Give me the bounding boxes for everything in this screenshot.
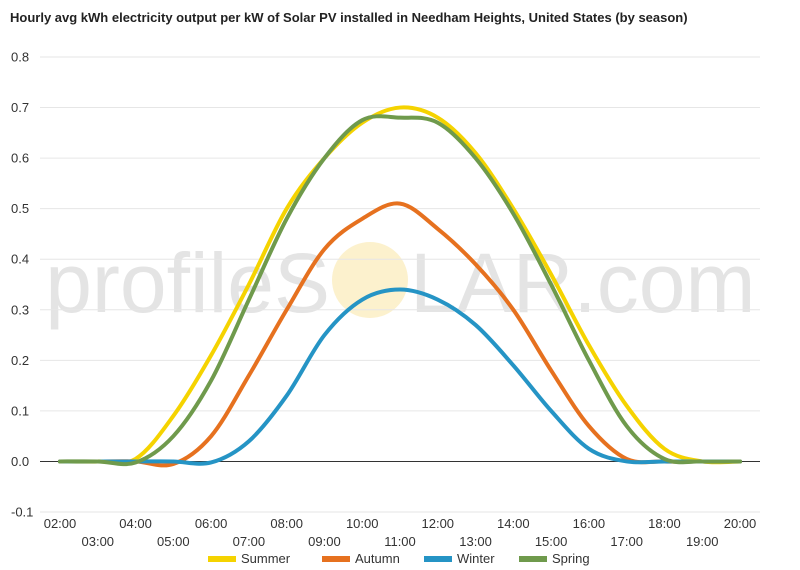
x-tick-label-7: 09:00 bbox=[308, 534, 341, 549]
watermark: profileS LAR.com bbox=[45, 236, 755, 330]
y-tick-label-2: 0.1 bbox=[11, 403, 29, 418]
x-tick-label-15: 17:00 bbox=[610, 534, 643, 549]
x-tick-label-0: 02:00 bbox=[44, 516, 77, 531]
x-tick-label-4: 06:00 bbox=[195, 516, 228, 531]
y-tick-label-1: 0.0 bbox=[11, 454, 29, 469]
legend-item-spring[interactable]: Spring bbox=[519, 551, 590, 566]
y-tick-label-8: 0.7 bbox=[11, 100, 29, 115]
x-tick-label-1: 03:00 bbox=[82, 534, 115, 549]
legend-label-autumn: Autumn bbox=[355, 551, 400, 566]
series-lines bbox=[58, 105, 742, 468]
x-tick-label-9: 11:00 bbox=[384, 534, 416, 549]
chart-title: Hourly avg kWh electricity output per kW… bbox=[10, 10, 688, 25]
legend-swatch-spring bbox=[519, 556, 547, 562]
y-tick-label-5: 0.4 bbox=[11, 252, 29, 267]
x-tick-label-12: 14:00 bbox=[497, 516, 530, 531]
legend-item-autumn[interactable]: Autumn bbox=[322, 551, 400, 566]
y-tick-label-7: 0.6 bbox=[11, 151, 29, 166]
series-line-winter bbox=[58, 287, 742, 466]
y-tick-label-3: 0.2 bbox=[11, 353, 29, 368]
grid bbox=[40, 56, 760, 513]
legend-swatch-autumn bbox=[322, 556, 350, 562]
x-tick-label-14: 16:00 bbox=[573, 516, 606, 531]
legend-item-winter[interactable]: Winter bbox=[424, 551, 495, 566]
x-tick-label-17: 19:00 bbox=[686, 534, 719, 549]
legend-item-summer[interactable]: Summer bbox=[208, 551, 291, 566]
x-tick-label-6: 08:00 bbox=[270, 516, 303, 531]
legend-label-summer: Summer bbox=[241, 551, 291, 566]
x-tick-label-11: 13:00 bbox=[459, 534, 492, 549]
y-tick-label-0: -0.1 bbox=[11, 505, 33, 520]
x-tick-label-18: 20:00 bbox=[724, 516, 757, 531]
watermark-text-left: profileS bbox=[45, 236, 330, 330]
watermark-sun-icon bbox=[332, 242, 408, 318]
watermark-text-right: LAR.com bbox=[410, 236, 755, 330]
y-tick-label-9: 0.8 bbox=[11, 50, 29, 65]
legend-swatch-summer bbox=[208, 556, 236, 562]
x-tick-label-13: 15:00 bbox=[535, 534, 568, 549]
legend-label-spring: Spring bbox=[552, 551, 590, 566]
y-tick-label-4: 0.3 bbox=[11, 302, 29, 317]
legend-label-winter: Winter bbox=[457, 551, 495, 566]
series-line-spring bbox=[58, 114, 742, 467]
legend-swatch-winter bbox=[424, 556, 452, 562]
x-tick-label-2: 04:00 bbox=[119, 516, 152, 531]
x-tick-label-10: 12:00 bbox=[422, 516, 455, 531]
legend: Summer Autumn Winter Spring bbox=[208, 551, 590, 566]
series-line-autumn bbox=[58, 201, 742, 468]
y-tick-label-6: 0.5 bbox=[11, 201, 29, 216]
x-tick-label-16: 18:00 bbox=[648, 516, 681, 531]
axes: -0.1 0.0 0.1 0.2 0.3 0.4 0.5 0.6 0.7 0.8 02:00 03:0… bbox=[11, 50, 756, 550]
series-line-summer bbox=[58, 105, 742, 465]
x-tick-label-3: 05:00 bbox=[157, 534, 190, 549]
x-tick-label-8: 10:00 bbox=[346, 516, 379, 531]
x-tick-label-5: 07:00 bbox=[233, 534, 266, 549]
